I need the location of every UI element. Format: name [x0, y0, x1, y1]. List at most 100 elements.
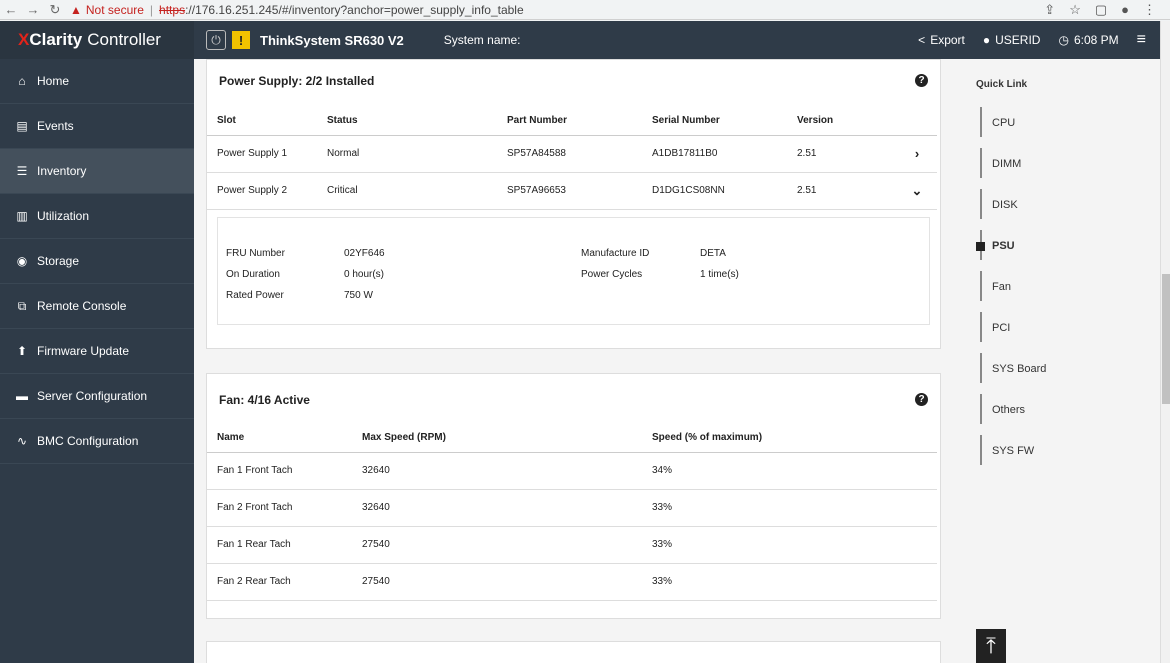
quick-link-line — [980, 271, 982, 301]
quick-link-others[interactable]: Others — [992, 404, 1026, 416]
user-menu[interactable]: ● USERID — [982, 33, 1041, 47]
back-icon[interactable]: ← — [4, 2, 18, 17]
power-icon[interactable]: ⏻ — [206, 30, 226, 50]
url-scheme: https — [159, 2, 186, 17]
reload-icon[interactable]: ↻ — [49, 1, 61, 17]
sidebar-item-events[interactable]: ▤ Events — [0, 104, 194, 149]
quick-link-line — [980, 312, 982, 342]
sidebar-item-label: Storage — [37, 254, 80, 268]
quick-link-line — [980, 353, 982, 383]
quick-link-line — [980, 189, 982, 219]
url-path: ://176.16.251.245/#/inventory?anchor=pow… — [185, 2, 524, 17]
window-icon[interactable]: ▢ — [1094, 1, 1108, 17]
cell-slot: Power Supply 2 — [207, 172, 317, 210]
list-icon: ☰ — [16, 164, 28, 178]
column-header: Max Speed (RPM) — [352, 424, 642, 453]
fru-label: FRU Number — [226, 248, 285, 259]
column-header: Name — [207, 424, 352, 453]
quick-link-disk[interactable]: DISK — [992, 199, 1018, 211]
top-bar: ⏻ ! ThinkSystem SR630 V2 System name: < … — [194, 21, 1160, 59]
table-row[interactable]: Power Supply 2 Critical SP57A96653 D1DG1CS0… — [207, 172, 937, 210]
hamburger-menu-icon[interactable]: ≡ — [1136, 31, 1146, 48]
model-name: ThinkSystem SR630 V2 — [260, 32, 404, 48]
quick-link-pci[interactable]: PCI — [992, 322, 1011, 334]
column-header: Version — [787, 107, 887, 136]
psu-detail: FRU Number 02YF646 Manufacture ID DETA O… — [217, 217, 930, 325]
quick-link-fan[interactable]: Fan — [992, 281, 1011, 293]
help-icon[interactable]: ? — [915, 393, 928, 406]
column-header: Speed (% of maximum) — [642, 424, 937, 453]
quick-link-sys-board[interactable]: SYS Board — [992, 363, 1047, 375]
psu-table: Slot Status Part Number Serial Number Versio… — [207, 107, 937, 210]
rated-power-value: 750 W — [344, 290, 373, 301]
page-scrollbar[interactable] — [1160, 21, 1170, 663]
sidebar-item-utilization[interactable]: ▥ Utilization — [0, 194, 194, 239]
cell-part: SP57A96653 — [497, 172, 642, 210]
quick-link-line — [980, 394, 982, 424]
quick-link-title: Quick Link — [976, 79, 1028, 90]
psu-title: Power Supply: 2/2 Installed — [219, 74, 375, 88]
share-icon[interactable]: ⇪ — [1044, 1, 1056, 17]
table-row: Fan 2 Rear Tach 27540 33% — [207, 563, 937, 601]
sidebar-item-label: Firmware Update — [37, 344, 130, 358]
next-panel — [206, 641, 941, 663]
quick-link-psu[interactable]: PSU — [992, 240, 1015, 252]
bar-chart-icon: ▥ — [16, 209, 28, 223]
quick-link-sys-fw[interactable]: SYS FW — [992, 445, 1035, 457]
sidebar-item-firmware-update[interactable]: ⬆ Firmware Update — [0, 329, 194, 374]
quick-link-cpu[interactable]: CPU — [992, 117, 1016, 129]
star-icon[interactable]: ☆ — [1069, 1, 1081, 17]
chevron-down-icon[interactable]: ⌄ — [887, 172, 937, 210]
alert-icon[interactable]: ! — [232, 31, 250, 49]
cell-name: Fan 1 Rear Tach — [207, 526, 352, 564]
quick-link-dimm[interactable]: DIMM — [992, 158, 1022, 170]
cell-status: Critical — [317, 172, 497, 210]
server-icon: ▬ — [16, 389, 28, 403]
cell-max: 32640 — [352, 452, 642, 490]
sidebar-item-inventory[interactable]: ☰ Inventory — [0, 149, 194, 194]
cell-serial: A1DB17811B0 — [642, 135, 787, 173]
cell-max: 32640 — [352, 489, 642, 527]
psu-panel: Power Supply: 2/2 Installed ? Slot Status… — [206, 59, 941, 349]
forward-icon[interactable]: → — [26, 2, 40, 17]
active-marker — [976, 242, 985, 251]
sidebar-item-label: Server Configuration — [37, 389, 148, 403]
sidebar-item-label: Remote Console — [37, 299, 127, 313]
sidebar-item-bmc-configuration[interactable]: ∿ BMC Configuration — [0, 419, 194, 464]
table-row[interactable]: Power Supply 1 Normal SP57A84588 A1DB17811B… — [207, 135, 937, 173]
address-bar[interactable]: ▲ Not secure | https ://176.16.251.245/#… — [70, 2, 524, 17]
chevron-right-icon[interactable]: › — [887, 135, 937, 173]
home-icon: ⌂ — [18, 74, 26, 88]
menu-icon[interactable]: ⋮ — [1143, 1, 1156, 17]
fan-title: Fan: 4/16 Active — [219, 393, 310, 407]
events-icon: ▤ — [16, 119, 28, 133]
fru-value: 02YF646 — [344, 248, 385, 259]
cell-version: 2.51 — [787, 135, 887, 173]
sidebar-item-home[interactable]: ⌂ Home — [0, 59, 194, 104]
sidebar-item-server-configuration[interactable]: ▬ Server Configuration — [0, 374, 194, 419]
help-icon[interactable]: ? — [915, 74, 928, 87]
main-content: Power Supply: 2/2 Installed ? Slot Status… — [194, 59, 952, 663]
sidebar: X Clarity Controller ⌂ Home ▤ Events ☰ Inventor… — [0, 21, 194, 663]
scrollbar-thumb[interactable] — [1162, 274, 1170, 404]
external-icon: ⧉ — [17, 298, 27, 313]
power-cycles-value: 1 time(s) — [700, 269, 739, 280]
quick-link-line — [980, 435, 982, 465]
table-row: Fan 2 Front Tach 32640 33% — [207, 489, 937, 527]
export-button[interactable]: < Export — [918, 33, 965, 47]
scroll-to-top-icon[interactable]: ⤒ — [976, 629, 1006, 663]
profile-icon[interactable]: ● — [1121, 1, 1129, 17]
upload-icon: ⬆ — [16, 344, 28, 358]
column-header: Serial Number — [642, 107, 787, 136]
cell-serial: D1DG1CS08NN — [642, 172, 787, 210]
table-row: Fan 1 Rear Tach 27540 33% — [207, 526, 937, 564]
cell-part: SP57A84588 — [497, 135, 642, 173]
browser-toolbar: ← → ↻ ▲ Not secure | https ://176.16.251… — [0, 0, 1170, 20]
sidebar-item-remote-console[interactable]: ⧉ Remote Console — [0, 284, 194, 329]
fan-panel: Fan: 4/16 Active ? Name Max Speed (RPM) Sp… — [206, 373, 941, 619]
warning-icon: ▲ — [70, 2, 82, 17]
on-duration-value: 0 hour(s) — [344, 269, 385, 280]
rated-power-label: Rated Power — [226, 290, 284, 301]
user-icon: ● — [982, 33, 991, 47]
sidebar-item-storage[interactable]: ◉ Storage — [0, 239, 194, 284]
